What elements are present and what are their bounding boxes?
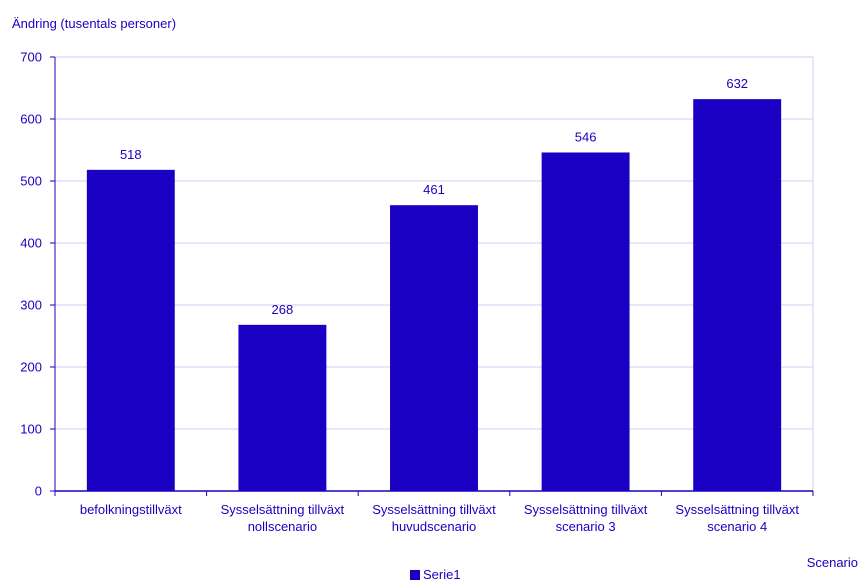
y-tick-label: 500 bbox=[20, 174, 42, 189]
y-tick-label: 200 bbox=[20, 360, 42, 375]
bar bbox=[390, 205, 478, 491]
data-labels: 518 268 461 546 632 bbox=[120, 76, 748, 317]
legend: Serie1 bbox=[410, 567, 461, 582]
bar bbox=[86, 169, 175, 491]
bar bbox=[693, 99, 782, 491]
y-tick-label: 600 bbox=[20, 112, 42, 127]
x-tick-label: Sysselsättning tillväxt bbox=[372, 502, 496, 517]
legend-label: Serie1 bbox=[423, 567, 461, 581]
bar bbox=[238, 324, 327, 491]
y-tick-label: 300 bbox=[20, 298, 42, 313]
data-label: 632 bbox=[726, 76, 748, 91]
legend-swatch bbox=[410, 570, 420, 580]
x-tick-label: befolkningstillväxt bbox=[80, 502, 182, 517]
y-tick-label: 400 bbox=[20, 236, 42, 251]
data-label: 268 bbox=[272, 302, 294, 317]
x-tick-label: scenario 4 bbox=[707, 519, 767, 534]
x-tick-label: scenario 3 bbox=[556, 519, 616, 534]
y-tick-label: 100 bbox=[20, 422, 42, 437]
x-tick-label: huvudscenario bbox=[392, 519, 477, 534]
data-label: 461 bbox=[423, 182, 445, 197]
y-axis-title: Ändring (tusentals personer) bbox=[12, 16, 176, 31]
axes: 0 100 200 300 400 500 600 700 befolkningstillväx… bbox=[20, 50, 814, 534]
x-axis-title: Scenario bbox=[807, 555, 858, 570]
data-label: 518 bbox=[120, 147, 142, 162]
bar bbox=[541, 152, 630, 492]
x-tick-label: Sysselsättning tillväxt bbox=[524, 502, 648, 517]
x-tick-label: Sysselsättning tillväxt bbox=[675, 502, 799, 517]
x-tick-label: nollscenario bbox=[248, 519, 317, 534]
data-label: 546 bbox=[575, 129, 597, 144]
y-tick-label: 0 bbox=[35, 484, 42, 499]
bars bbox=[86, 99, 782, 492]
y-tick-label: 700 bbox=[20, 50, 42, 65]
x-tick-label: Sysselsättning tillväxt bbox=[221, 502, 345, 517]
